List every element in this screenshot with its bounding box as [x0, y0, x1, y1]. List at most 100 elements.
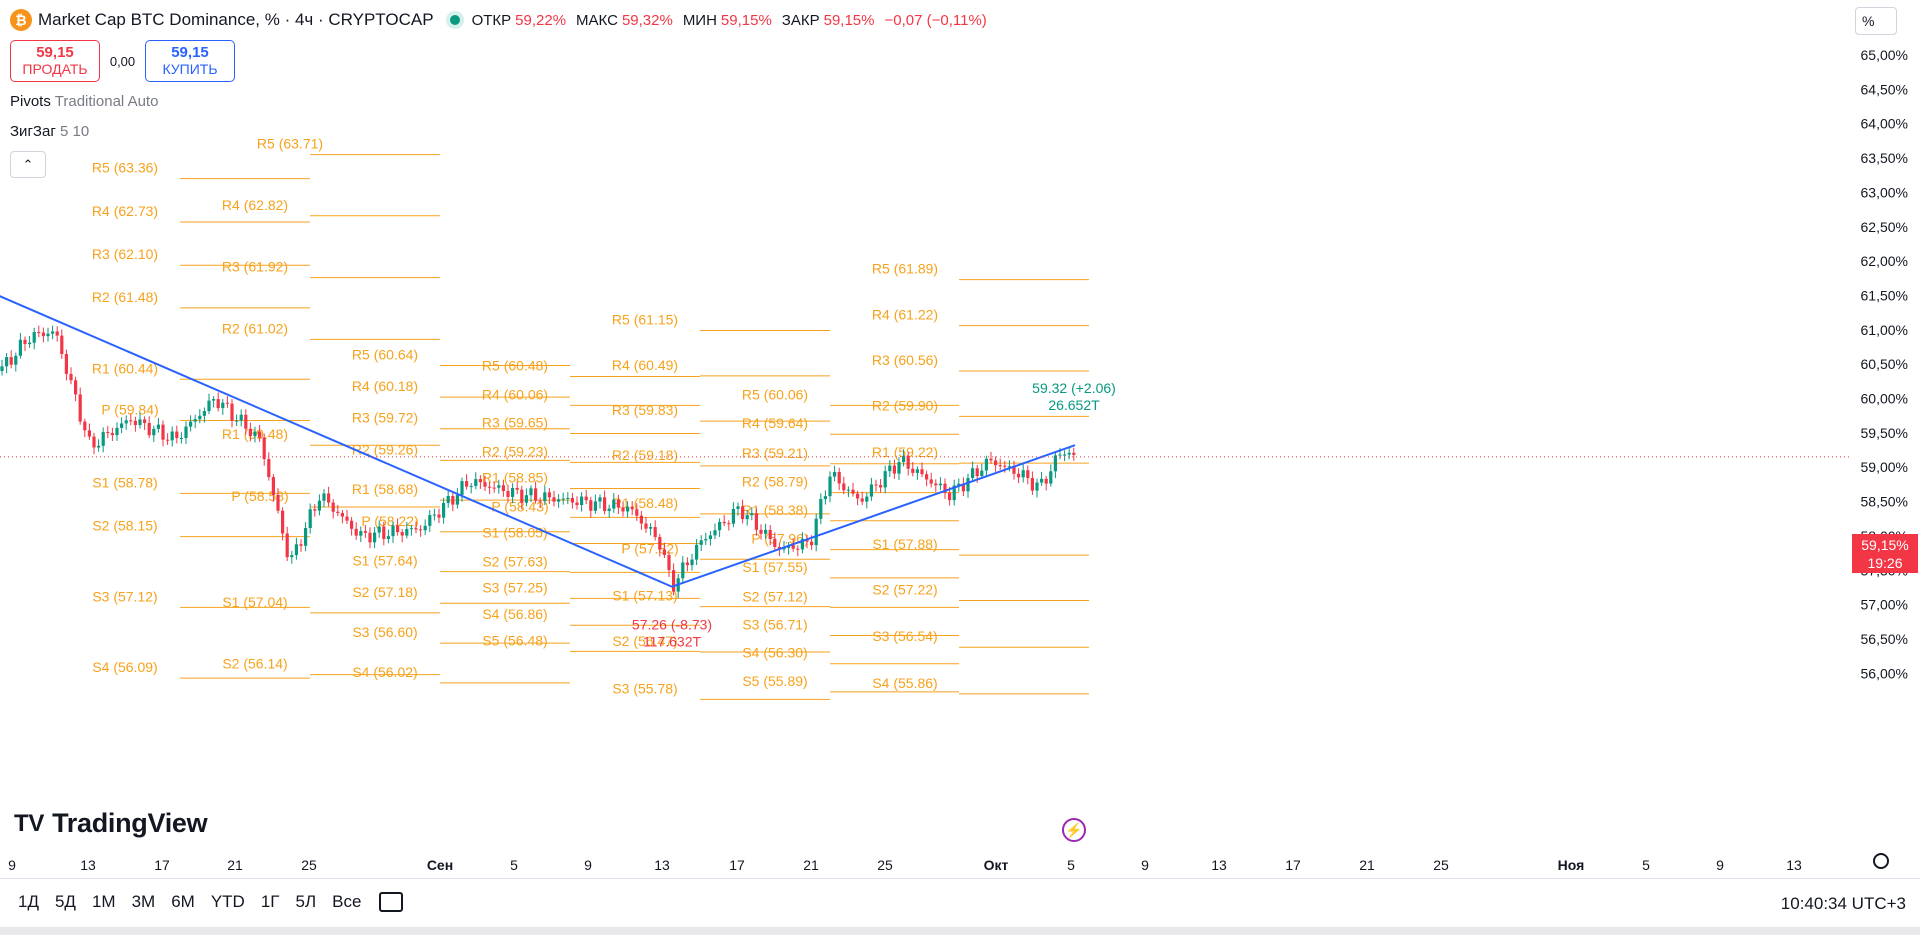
indicator-pivots[interactable]: Pivots Traditional Auto	[10, 93, 159, 110]
range-6m[interactable]: 6М	[171, 892, 195, 911]
price-tick-label: 63,50%	[1861, 150, 1908, 166]
pivot-label: S5 (55.89)	[742, 673, 807, 689]
candle-body	[78, 394, 82, 422]
candle-body	[235, 420, 239, 422]
candle-body	[92, 436, 96, 448]
candle-body	[120, 423, 124, 428]
pivot-label: R4 (59.64)	[742, 415, 808, 431]
symbol-title[interactable]: Market Cap BTC Dominance, % · 4ч · CRYPT…	[38, 10, 434, 29]
pivot-label: P (57.82)	[621, 540, 678, 556]
price-tick-label: 64,00%	[1861, 116, 1908, 132]
pivot-label: R3 (59.21)	[742, 445, 808, 461]
lightning-icon[interactable]: ⚡	[1062, 818, 1086, 842]
candle-body	[304, 528, 308, 546]
calendar-icon[interactable]	[379, 892, 404, 912]
candle-body	[106, 432, 110, 434]
range-3m[interactable]: 3М	[131, 892, 156, 911]
indicator-zigzag[interactable]: ЗигЗаг 5 10	[10, 123, 90, 140]
zigzag-indicator: 59.32 (+2.06)26.652T 57.26 (-8.73)117.632…	[0, 295, 1116, 650]
candle-body	[156, 424, 160, 429]
time-tick-label: 9	[8, 857, 16, 873]
candle-body	[649, 527, 653, 529]
candle-body	[419, 529, 423, 531]
candle-body	[768, 529, 772, 540]
zigzag-high-label: 59.32 (+2.06)	[1032, 380, 1116, 396]
candle-body	[437, 514, 441, 518]
candle-body	[685, 562, 689, 566]
candle-body	[221, 402, 225, 409]
time-tick-label: 5	[1067, 857, 1075, 873]
candle-body	[133, 420, 137, 426]
candle-body	[860, 498, 864, 502]
candle-body	[653, 527, 657, 537]
candle-body	[920, 469, 924, 475]
buy-button[interactable]: 59,15 КУПИТЬ	[145, 40, 235, 82]
candle-body	[55, 331, 59, 336]
candle-body	[285, 533, 289, 558]
time-tick-label: 5	[1642, 857, 1650, 873]
pivot-label: S5 (56.48)	[482, 632, 547, 648]
sell-button[interactable]: 59,15 ПРОДАТЬ	[10, 40, 100, 82]
candle-body	[589, 500, 593, 511]
clock[interactable]: 10:40:34 UTC+3	[1780, 894, 1906, 913]
price-tick-label: 63,00%	[1861, 184, 1908, 200]
range-ytd[interactable]: YTD	[210, 892, 245, 911]
pivot-label: S3 (55.78)	[612, 680, 677, 696]
time-tick-label: 17	[729, 857, 745, 873]
range-5y[interactable]: 5Л	[295, 892, 317, 911]
candle-body	[833, 471, 837, 477]
candle-body	[1007, 466, 1011, 468]
range-all[interactable]: Все	[332, 892, 362, 911]
candle-body	[1030, 478, 1034, 491]
time-tick-label: 21	[1359, 857, 1375, 873]
candle-body	[547, 492, 551, 498]
collapse-indicators-button[interactable]: ⌃	[10, 151, 46, 178]
candle-body	[1053, 455, 1057, 472]
candle-body	[345, 516, 349, 521]
candle-body	[189, 421, 193, 427]
candle-body	[745, 515, 749, 520]
pivot-label: R5 (61.89)	[872, 261, 938, 277]
candle-body	[478, 479, 482, 483]
candle-body	[497, 485, 501, 488]
pivot-label: P (58.22)	[361, 513, 418, 529]
candle-body	[616, 499, 620, 508]
candle-body	[731, 508, 735, 524]
candle-body	[115, 427, 119, 436]
candle-body	[147, 423, 151, 436]
candle-body	[0, 366, 4, 372]
candle-body	[212, 399, 216, 401]
pivot-label: S1 (57.88)	[872, 536, 937, 552]
time-tick-label: 13	[1211, 857, 1227, 873]
price-tick-label: 60,50%	[1861, 356, 1908, 372]
candle-body	[708, 535, 712, 540]
price-tick-label: 56,50%	[1861, 631, 1908, 647]
settings-gear-icon[interactable]	[1873, 853, 1889, 869]
zigzag-low-volume: 117.632T	[643, 634, 702, 650]
bottom-toolbar: 1Д 5Д 1М 3М 6М YTD 1Г 5Л Все 10:40:34 UT…	[0, 878, 1920, 935]
pivot-label: R5 (61.15)	[612, 311, 678, 327]
pivot-label: S3 (56.60)	[352, 624, 417, 640]
pivot-label: S1 (57.64)	[352, 553, 417, 569]
range-1d[interactable]: 1Д	[18, 892, 39, 911]
candle-body	[929, 479, 933, 484]
tradingview-logo[interactable]: TV TradingView	[14, 808, 208, 838]
page-bottom-strip	[0, 927, 1920, 935]
pivot-label: S2 (57.12)	[742, 588, 807, 604]
range-1m[interactable]: 1М	[91, 892, 116, 911]
pivot-label: S4 (56.09)	[92, 659, 157, 675]
candle-body	[32, 332, 36, 343]
range-5d[interactable]: 5Д	[54, 892, 76, 911]
pivot-label: R2 (61.48)	[92, 289, 158, 305]
candle-body	[584, 496, 588, 501]
scale-unit-button[interactable]: %	[1855, 7, 1897, 35]
range-1y[interactable]: 1Г	[260, 892, 280, 911]
candle-body	[639, 515, 643, 524]
candle-body	[442, 502, 446, 518]
candle-body	[97, 445, 101, 448]
candle-body	[432, 514, 436, 516]
candle-body	[129, 420, 133, 422]
candle-body	[966, 477, 970, 492]
candle-body	[989, 458, 993, 461]
